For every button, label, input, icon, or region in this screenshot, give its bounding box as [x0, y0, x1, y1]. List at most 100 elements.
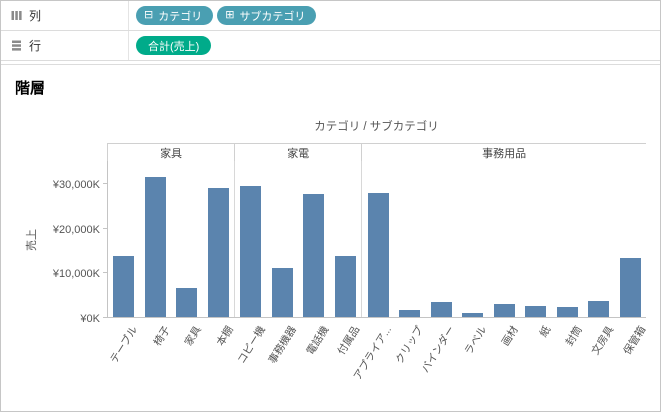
bar[interactable] — [619, 257, 641, 317]
sheet-title: 階層 — [15, 80, 46, 97]
bar[interactable] — [588, 300, 610, 317]
xslot: 保管箱 — [614, 318, 646, 410]
bar[interactable] — [240, 185, 262, 317]
bar[interactable] — [113, 255, 135, 317]
y-axis: 売上 ¥0K ¥10,000K ¥20,000K ¥30,000K — [15, 161, 107, 325]
x-axis-label: テーブル — [108, 324, 141, 366]
bar-slot — [551, 161, 583, 317]
xslot: ラベル — [456, 318, 490, 410]
bar[interactable] — [367, 193, 389, 317]
xslot: コピー機 — [234, 318, 268, 410]
y-tick-mark — [103, 317, 107, 318]
bar-slot — [488, 161, 520, 317]
bar[interactable] — [271, 267, 293, 317]
bar[interactable] — [556, 307, 578, 317]
y-tick-label: ¥30,000K — [52, 179, 100, 192]
bar-slot — [520, 161, 552, 317]
y-tick-label: ¥0K — [80, 313, 100, 325]
xslot: 事務機器 — [266, 318, 300, 410]
x-axis-label: コピー機 — [235, 324, 268, 367]
rows-pill-area: 合計(売上) — [129, 36, 212, 55]
xlabel-pane: テーブル 椅子 家具 本棚 — [107, 318, 236, 410]
bar[interactable] — [525, 306, 547, 317]
columns-pill-area: ⊟ カテゴリ ⊞ サブカテゴリ — [129, 6, 317, 25]
bar[interactable] — [430, 302, 452, 317]
columns-shelf-label: 列 — [1, 1, 129, 30]
pill-subcategory[interactable]: ⊞ サブカテゴリ — [217, 6, 317, 25]
pane — [235, 161, 363, 317]
x-axis-label: 保管箱 — [621, 324, 646, 358]
pane-header: 事務用品 — [482, 147, 527, 160]
bar[interactable] — [303, 194, 325, 317]
xslot: アプライア... — [352, 318, 395, 410]
xslot: バインダー — [420, 318, 458, 410]
hierarchy-collapse-icon[interactable]: ⊟ — [144, 9, 154, 21]
panes — [107, 161, 646, 318]
rows-icon — [11, 40, 22, 51]
bar[interactable] — [207, 187, 229, 317]
rows-shelf-text: 行 — [29, 39, 42, 53]
xslot: 文房具 — [583, 318, 617, 410]
pill-sum-sales[interactable]: 合計(売上) — [136, 36, 212, 55]
xslot: 紙 — [519, 318, 553, 410]
bar[interactable] — [144, 176, 166, 317]
pill-label: 合計(売上) — [148, 40, 200, 53]
xslot: 電話機 — [297, 318, 331, 410]
pane-header: 家具 — [108, 144, 236, 161]
bar-slot — [362, 161, 394, 317]
bar[interactable] — [462, 313, 484, 317]
xslot: 家具 — [170, 318, 204, 410]
y-axis-title: 売上 — [26, 228, 38, 251]
pill-label: サブカテゴリ — [239, 10, 306, 23]
xslot: 封筒 — [551, 318, 584, 410]
bar-slot — [203, 161, 235, 317]
bar-slot — [615, 161, 647, 317]
bar-slot — [425, 161, 457, 317]
xslot: テーブル — [107, 318, 141, 410]
rows-shelf-label: 行 — [1, 31, 129, 60]
bar-slot — [108, 161, 140, 317]
y-tick-mark — [103, 227, 107, 229]
x-axis-label: バインダー — [419, 324, 458, 375]
bar-slot — [394, 161, 426, 317]
xlabel-pane: コピー機 事務機器 電話機 付属品 — [234, 318, 363, 410]
hierarchy-expand-icon[interactable]: ⊞ — [225, 9, 235, 21]
y-tick-label: ¥10,000K — [52, 268, 100, 281]
bar[interactable] — [334, 255, 356, 317]
bar-slot — [330, 161, 362, 317]
xslot: 椅子 — [139, 318, 172, 410]
pill-category[interactable]: ⊟ カテゴリ — [136, 6, 214, 25]
bar-slot — [171, 161, 203, 317]
sheet-area: 階層 カテゴリ / サブカテゴリ 家具 家電 事務用品 売上 ¥0K ¥10,000K… — [1, 64, 660, 411]
x-axis-label: 電話機 — [304, 324, 331, 358]
columns-icon — [11, 10, 22, 21]
bar-slot — [267, 161, 299, 317]
rows-shelf: 行 合計(売上) — [1, 31, 660, 61]
chart-title: カテゴリ / サブカテゴリ — [314, 121, 439, 133]
y-tick-mark — [103, 183, 107, 185]
x-axis-label: 事務機器 — [266, 324, 300, 367]
y-tick-mark — [103, 272, 107, 274]
pane — [108, 161, 236, 317]
pill-label: カテゴリ — [158, 10, 203, 23]
bar-slot — [583, 161, 615, 317]
xlabels-row: テーブル 椅子 家具 本棚 コピー機 事務機器 電話機 付属品 アプライア... クリップ バインダ… — [107, 318, 646, 410]
bar-slot — [140, 161, 172, 317]
pane — [362, 161, 646, 317]
bar[interactable] — [176, 288, 198, 317]
bar-slot — [457, 161, 489, 317]
x-axis-label: 文房具 — [589, 324, 617, 358]
bar[interactable] — [399, 309, 421, 317]
y-tick-label: ¥20,000K — [52, 223, 100, 236]
bar[interactable] — [493, 304, 515, 317]
xlabel-pane: アプライア... クリップ バインダー ラベル 画材紙封筒 文房具 保管箱 — [352, 318, 646, 410]
bar-slot — [298, 161, 330, 317]
x-axis-label: 付属品 — [335, 324, 363, 358]
columns-shelf-text: 列 — [29, 9, 42, 23]
xslot: 本棚 — [202, 318, 236, 410]
panes-header: 家具 家電 事務用品 — [107, 143, 646, 161]
chart: 家具 家電 事務用品 売上 ¥0K ¥10,000K ¥20,000K ¥30,000K … — [15, 143, 646, 410]
x-axis-label: ラベル — [462, 324, 490, 358]
columns-shelf: 列 ⊟ カテゴリ ⊞ サブカテゴリ — [1, 1, 660, 31]
